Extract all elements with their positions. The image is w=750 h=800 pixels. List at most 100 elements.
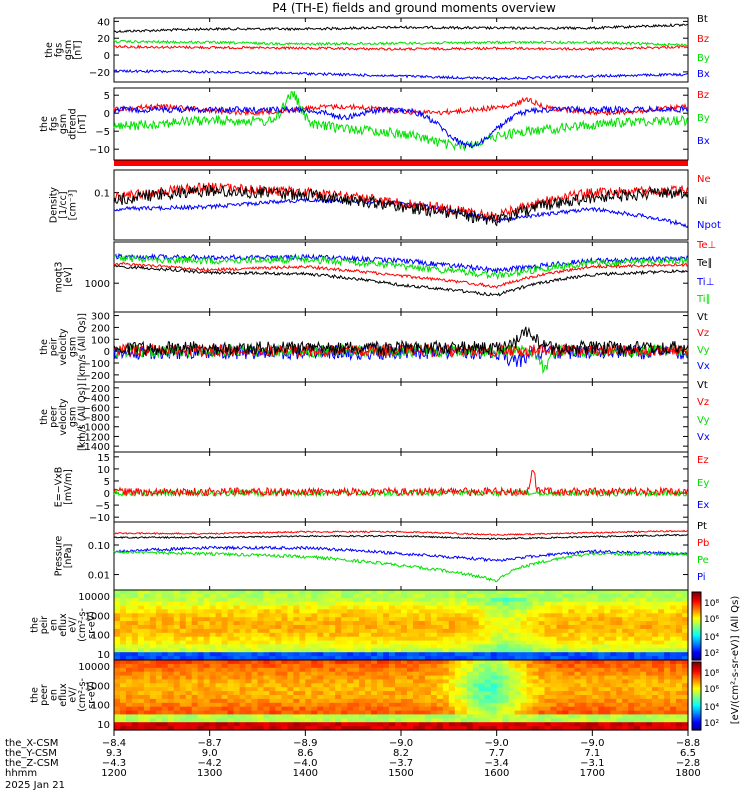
spectrogram-cell: [556, 706, 564, 712]
spectrogram-cell: [353, 644, 360, 649]
spectrogram-cell: [502, 593, 510, 599]
spectrogram-cell: [580, 687, 587, 692]
colorbar-cell: [692, 704, 701, 707]
spectrogram-cell: [173, 601, 181, 607]
spectrogram-cell: [676, 695, 683, 700]
spectrogram-cell: [502, 706, 510, 712]
spectrogram-cell: [305, 648, 312, 653]
spectrogram-cell: [209, 714, 217, 719]
spectrogram-cell: [580, 683, 587, 688]
spectrogram-cell: [191, 706, 199, 712]
spectrogram-cell: [305, 667, 312, 673]
spectrogram-cell: [131, 605, 139, 611]
spectrogram-cell: [209, 687, 217, 692]
spectrogram-cell: [454, 609, 462, 614]
spectrogram-cell: [532, 726, 540, 731]
spectrogram-cell: [448, 625, 456, 630]
spectrogram-cell: [114, 679, 121, 684]
spectrogram-cell: [484, 726, 492, 731]
spectrogram-cell: [239, 663, 247, 669]
spectrogram-cell: [251, 648, 259, 653]
spectrogram-cell: [652, 683, 659, 688]
spectrogram-cell: [155, 698, 163, 704]
spectrogram-cell: [383, 593, 390, 599]
spectrogram-cell: [389, 706, 396, 712]
spectrogram-cell: [203, 605, 211, 611]
spectrogram-cell: [442, 621, 450, 626]
spectrogram-cell: [514, 613, 522, 618]
spectrogram-cell: [191, 663, 199, 669]
colorbar-cell: [692, 719, 701, 723]
spectrogram-cell: [179, 695, 187, 700]
spectrogram-cell: [209, 632, 217, 638]
spectrogram-cell: [275, 687, 282, 692]
spectrogram-cell: [538, 656, 546, 661]
spectrogram-cell: [245, 667, 253, 673]
spectrogram-cell: [203, 722, 211, 727]
spectrogram-cell: [622, 663, 629, 669]
spectrogram-cell: [155, 726, 163, 731]
spectrogram-cell: [646, 714, 653, 719]
spectrogram-cell: [550, 648, 558, 653]
spectrogram-cell: [430, 722, 438, 727]
spectrogram-cell: [556, 679, 564, 684]
spectrogram-cell: [466, 613, 474, 618]
spectrogram-cell: [203, 593, 211, 599]
spectrogram-cell: [508, 656, 516, 661]
spectrogram-cell: [598, 726, 605, 731]
spectrogram-cell: [502, 632, 510, 638]
spectrogram-cell: [371, 660, 378, 665]
spectrogram-cell: [317, 675, 324, 681]
spectrogram-cell: [341, 601, 348, 607]
spectrogram-cell: [167, 648, 175, 653]
spectrogram-cell: [191, 628, 199, 634]
y-axis-label: peer: [39, 684, 50, 706]
spectrogram-cell: [281, 644, 288, 649]
spectrogram-cell: [263, 632, 271, 638]
spectrogram-cell: [550, 714, 558, 719]
spectrogram-cell: [191, 640, 199, 646]
spectrogram-cell: [161, 628, 169, 634]
spectrogram-cell: [293, 640, 300, 646]
spectrogram-cell: [652, 722, 659, 727]
spectrogram-cell: [173, 698, 181, 704]
spectrogram-cell: [329, 679, 336, 684]
spectrogram-cell: [646, 702, 653, 708]
spectrogram-cell: [640, 644, 647, 649]
spectrogram-cell: [478, 718, 486, 723]
spectrogram-cell: [592, 675, 599, 681]
spectrogram-cell: [496, 593, 504, 599]
spectrogram-cell: [191, 683, 199, 688]
spectrogram-cell: [227, 628, 235, 634]
spectrogram-cell: [359, 722, 366, 727]
spectrogram-cell: [395, 656, 402, 661]
spectrogram-cell: [556, 695, 564, 700]
spectrogram-cell: [323, 640, 330, 646]
spectrogram-cell: [287, 632, 294, 638]
spectrogram-cell: [395, 609, 402, 614]
spectrogram-cell: [275, 609, 282, 614]
spectrogram-cell: [245, 695, 253, 700]
spectrogram-cell: [424, 656, 432, 661]
spectrogram-cell: [484, 593, 492, 599]
spectrogram-cell: [418, 691, 426, 696]
spectrogram-cell: [209, 590, 217, 595]
spectrogram-cell: [179, 593, 187, 599]
spectrogram-cell: [646, 679, 653, 684]
spectrogram-cell: [281, 609, 288, 614]
spectrogram-cell: [448, 640, 456, 646]
spectrogram-cell: [592, 687, 599, 692]
spectrogram-cell: [616, 722, 623, 727]
spectrogram-cell: [341, 617, 348, 622]
spectrogram-cell: [514, 710, 522, 716]
spectrogram-cell: [448, 628, 456, 634]
spectrogram-cell: [131, 632, 139, 638]
spectrogram-cell: [442, 702, 450, 708]
spectrogram-cell: [508, 609, 516, 614]
spectrogram-cell: [652, 593, 659, 599]
legend-Pb: Pb: [697, 538, 709, 549]
spectrogram-cell: [658, 714, 665, 719]
spectrogram-cell: [418, 714, 426, 719]
spectrogram-cell: [466, 625, 474, 630]
